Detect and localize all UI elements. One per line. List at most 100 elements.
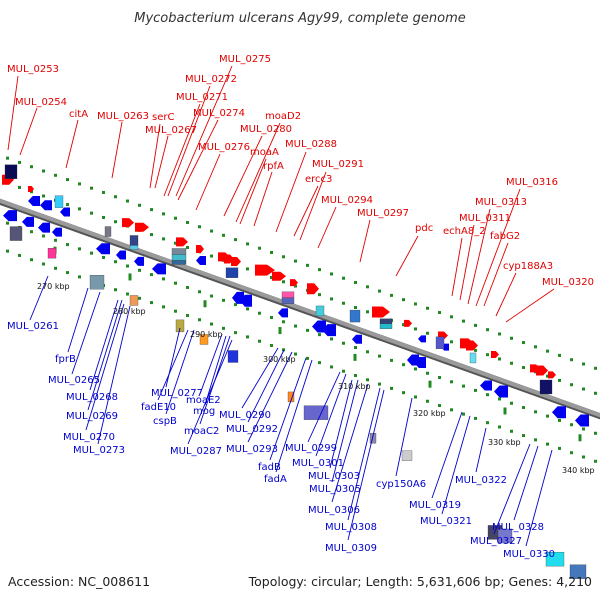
gene-label-fprB[interactable]: fprB [55,354,76,365]
gene-feature-box [379,323,393,329]
track-guide-dot [414,327,417,331]
gene-label-pdc[interactable]: pdc [415,223,433,234]
gene-label-MUL_0287[interactable]: MUL_0287 [170,446,222,457]
leader-line [307,371,341,443]
track-guide-dot [390,293,393,297]
leader-line [97,305,131,445]
gene-feature-box [9,226,23,241]
track-guide-dot [354,306,357,310]
track-guide-dot [594,391,597,395]
track-guide-dot [138,203,141,207]
gene-label-moaC2[interactable]: moaC2 [184,426,219,437]
gene-label-MUL_0316[interactable]: MUL_0316 [506,177,558,188]
reverse-gene-arrow [152,263,166,275]
leader-line [331,379,359,483]
gene-label-moaD2[interactable]: moaD2 [265,111,301,122]
gene-label-MUL_0306[interactable]: MUL_0306 [308,505,360,516]
gene-label-MUL_0275[interactable]: MUL_0275 [219,54,271,65]
leader-line [247,351,293,443]
gene-label-fadE10[interactable]: fadE10 [141,402,176,413]
gene-label-echA8_2[interactable]: echA8_2 [443,226,486,237]
gene-label-MUL_0290[interactable]: MUL_0290 [219,410,271,421]
track-guide-dot [66,178,69,182]
gene-label-MUL_0327[interactable]: MUL_0327 [470,536,522,547]
gene-label-MUL_0321[interactable]: MUL_0321 [420,516,472,527]
gene-label-MUL_0277[interactable]: MUL_0277 [151,388,203,399]
leader-line [253,171,273,227]
track-guide-dot [582,387,585,391]
gene-label-MUL_0308[interactable]: MUL_0308 [325,522,377,533]
gene-label-moaA[interactable]: moaA [250,147,279,158]
track-guide-dot [594,459,597,463]
gene-label-MUL_0301[interactable]: MUL_0301 [292,458,344,469]
gene-label-MUL_0274[interactable]: MUL_0274 [193,108,245,119]
gene-label-MUL_0270[interactable]: MUL_0270 [63,432,115,443]
gene-label-MUL_0276[interactable]: MUL_0276 [198,142,250,153]
gene-label-MUL_0311[interactable]: MUL_0311 [459,213,511,224]
track-guide-dot [66,243,69,247]
leader-line [7,75,19,151]
gene-label-cspB[interactable]: cspB [153,416,177,427]
gene-label-MUL_0253[interactable]: MUL_0253 [7,64,59,75]
gene-label-MUL_0288[interactable]: MUL_0288 [285,139,337,150]
gene-label-MUL_0292[interactable]: MUL_0292 [226,424,278,435]
gene-label-MUL_0272[interactable]: MUL_0272 [185,74,237,85]
gene-label-MUL_0273[interactable]: MUL_0273 [73,445,125,456]
gene-label-MUL_0330[interactable]: MUL_0330 [503,549,555,560]
gene-label-MUL_0294[interactable]: MUL_0294 [321,195,373,206]
gene-label-MUL_0291[interactable]: MUL_0291 [312,159,364,170]
track-guide-dot [354,374,357,378]
gene-label-serC[interactable]: serC [152,112,174,123]
gene-label-cyp150A6[interactable]: cyp150A6 [376,479,426,490]
kbp-tick-320: 320 kbp [413,409,446,418]
gene-label-MUL_0261[interactable]: MUL_0261 [7,321,59,332]
track-guide-dot [6,221,9,225]
gene-label-MUL_0299[interactable]: MUL_0299 [285,443,337,454]
gene-label-MUL_0267[interactable]: MUL_0267 [145,125,197,136]
gene-label-rpfA[interactable]: rpfA [263,161,284,172]
gene-label-moaE2[interactable]: moaE2 [186,395,221,406]
gene-feature-box [171,254,187,261]
track-guide-dot [66,203,69,207]
gene-label-MUL_0328[interactable]: MUL_0328 [492,522,544,533]
gene-label-fabG2[interactable]: fabG2 [490,231,520,242]
track-guide-dot [210,322,213,326]
gene-label-MUL_0313[interactable]: MUL_0313 [475,197,527,208]
kbp-tick-280: 280 kbp [113,307,146,316]
gene-label-MUL_0280[interactable]: MUL_0280 [240,124,292,135]
gene-label-mog[interactable]: mog [193,406,215,417]
gene-label-fadB[interactable]: fadB [258,462,281,473]
leader-line [223,135,263,217]
track-guide-dot [474,416,477,420]
gene-label-MUL_0319[interactable]: MUL_0319 [409,500,461,511]
track-guide-dot [594,366,597,370]
gene-feature-box [89,275,105,290]
gene-label-MUL_0269[interactable]: MUL_0269 [66,411,118,422]
gene-feature-box [497,528,513,544]
gene-label-MUL_0303[interactable]: MUL_0303 [308,471,360,482]
leader-line [275,151,307,233]
forward-gene-arrow [122,218,134,228]
gene-label-fadA[interactable]: fadA [264,474,287,485]
gene-label-MUL_0297[interactable]: MUL_0297 [357,208,409,219]
gene-label-cyp188A3[interactable]: cyp188A3 [503,261,553,272]
track-guide-dot [30,230,33,234]
gene-label-ercc3[interactable]: ercc3 [305,174,332,185]
gene-label-MUL_0263[interactable]: MUL_0263 [97,111,149,122]
gene-label-citA[interactable]: citA [69,109,88,120]
gene-label-MUL_0322[interactable]: MUL_0322 [455,475,507,486]
gene-label-MUL_0268[interactable]: MUL_0268 [66,392,118,403]
leader-line [395,397,413,477]
track-guide-dot [282,320,285,324]
track-guide-dot [78,275,81,279]
track-guide-dot [246,242,249,246]
gene-label-MUL_0293[interactable]: MUL_0293 [226,444,278,455]
gene-label-MUL_0265[interactable]: MUL_0265 [48,375,100,386]
gene-label-MUL_0305[interactable]: MUL_0305 [309,484,361,495]
gene-label-MUL_0309[interactable]: MUL_0309 [325,543,377,554]
track-guide-dot [486,421,489,425]
gene-label-MUL_0320[interactable]: MUL_0320 [542,277,594,288]
gene-label-MUL_0254[interactable]: MUL_0254 [15,97,67,108]
track-guide-dot [330,297,333,301]
gene-label-MUL_0271[interactable]: MUL_0271 [176,92,228,103]
